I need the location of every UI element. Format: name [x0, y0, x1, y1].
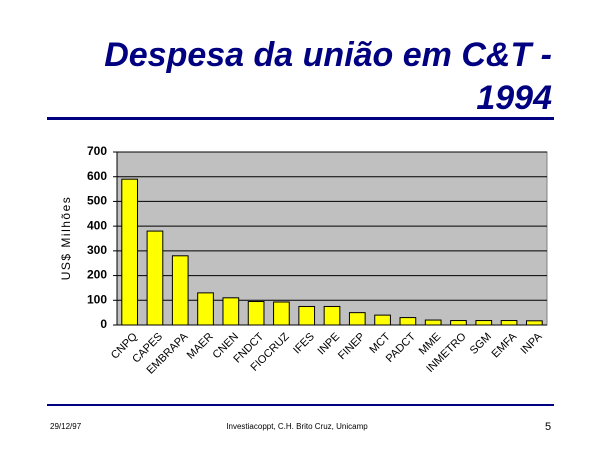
x-tick-label: IFES	[291, 331, 317, 357]
bar	[424, 319, 442, 326]
y-tick-label: 0	[100, 317, 107, 331]
bar	[298, 305, 316, 326]
y-axis-label: US$ Milhões	[59, 196, 73, 281]
bar	[374, 314, 391, 326]
bar	[273, 301, 290, 326]
x-tick-label: EMFA	[490, 330, 520, 360]
y-tick-label: 500	[87, 194, 107, 208]
x-tick-label: INPA	[518, 330, 545, 357]
bar	[323, 305, 341, 326]
bar	[121, 178, 138, 326]
bar	[450, 320, 467, 326]
bar	[526, 320, 543, 326]
x-tick-label: FINEP	[336, 331, 367, 362]
bar	[247, 301, 265, 326]
bar	[348, 312, 366, 326]
bar	[500, 320, 518, 326]
y-tick-label: 400	[87, 218, 107, 232]
footer-date: 29/12/97	[50, 422, 82, 431]
title-rule	[47, 117, 554, 120]
y-tick-label: 700	[87, 144, 107, 158]
footer-page: 5	[545, 421, 551, 433]
bar	[146, 230, 164, 326]
footer-source: Investiacoppt, C.H. Brito Cruz, Unicamp	[226, 422, 368, 431]
bar	[475, 320, 493, 326]
y-tick-label: 200	[87, 268, 107, 282]
y-tick-label: 100	[87, 292, 107, 306]
bar	[197, 292, 214, 326]
bar	[171, 255, 189, 326]
plot-area	[116, 151, 548, 326]
y-tick-label: 300	[87, 243, 107, 257]
x-tick-label: MAER	[185, 331, 216, 362]
y-tick-label: 600	[87, 169, 107, 183]
title-line: Despesa da união em C&T -	[104, 36, 552, 74]
bar	[222, 297, 240, 326]
footer-rule	[47, 404, 554, 406]
title-line: 1994	[476, 79, 552, 117]
bar	[399, 317, 417, 326]
